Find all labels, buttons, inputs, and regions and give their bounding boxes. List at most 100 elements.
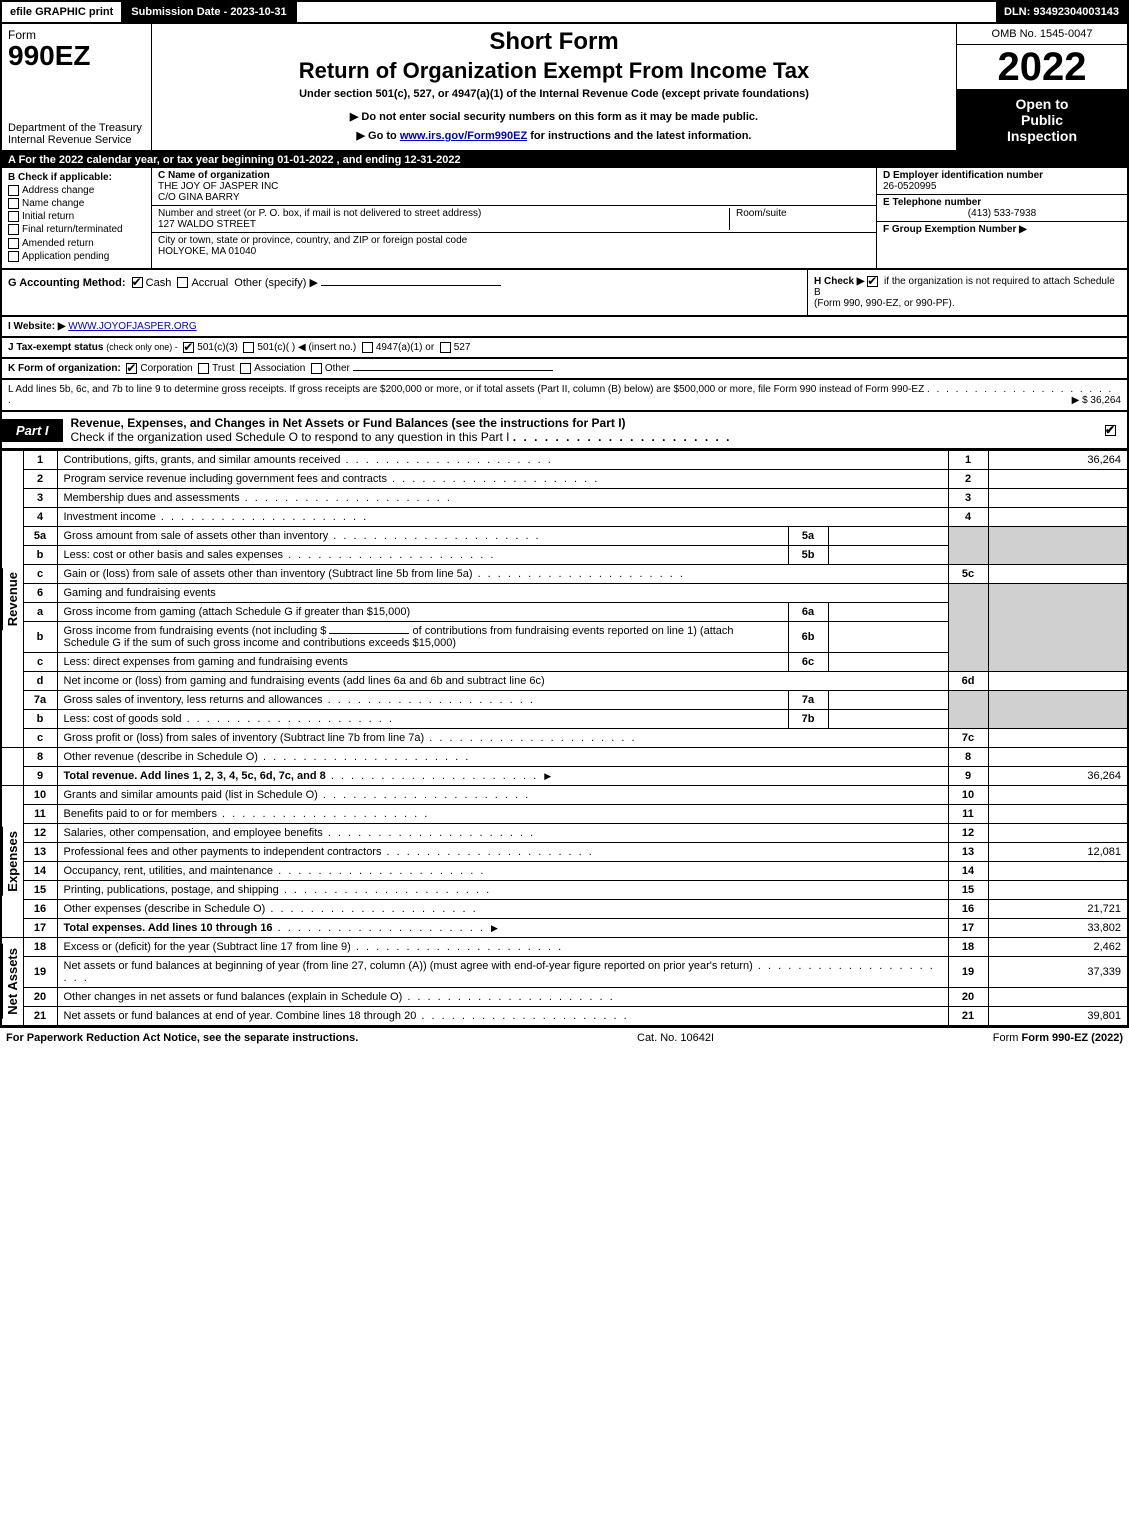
line-7b-text: Less: cost of goods sold bbox=[64, 713, 182, 725]
header-right: OMB No. 1545-0047 2022 Open to Public In… bbox=[957, 24, 1127, 150]
line-13-num: 13 bbox=[23, 843, 57, 862]
chk-corporation[interactable] bbox=[126, 363, 137, 374]
other-specify-line[interactable] bbox=[321, 285, 501, 286]
chk-trust[interactable] bbox=[198, 363, 209, 374]
open-to-public: Open to Public Inspection bbox=[957, 90, 1127, 150]
line-15-val bbox=[988, 881, 1128, 900]
section-b-title: B Check if applicable: bbox=[8, 172, 145, 183]
opt-address-change: Address change bbox=[22, 185, 94, 196]
section-k: K Form of organization: Corporation Trus… bbox=[0, 359, 1129, 380]
dept-label: Department of the Treasury Internal Reve… bbox=[8, 122, 145, 146]
chk-initial-return[interactable]: Initial return bbox=[8, 211, 145, 222]
line-20-val bbox=[988, 988, 1128, 1007]
opt-name-change: Name change bbox=[22, 198, 84, 209]
line-7a-num: 7a bbox=[23, 691, 57, 710]
irs-link[interactable]: www.irs.gov/Form990EZ bbox=[400, 130, 527, 142]
chk-name-change[interactable]: Name change bbox=[8, 198, 145, 209]
line-8-num: 8 bbox=[23, 748, 57, 767]
inspect-line3: Inspection bbox=[961, 128, 1123, 144]
line-21-ln: 21 bbox=[948, 1007, 988, 1027]
line-6a-subval bbox=[828, 603, 948, 622]
opt-4947: 4947(a)(1) or bbox=[376, 342, 434, 353]
line-11-text: Benefits paid to or for members bbox=[64, 808, 217, 820]
topbar-spacer bbox=[297, 2, 996, 22]
part-1-check bbox=[1097, 424, 1127, 436]
line-5a-text: Gross amount from sale of assets other t… bbox=[64, 530, 329, 542]
omb-number: OMB No. 1545-0047 bbox=[957, 24, 1127, 45]
chk-schedule-o[interactable] bbox=[1105, 425, 1116, 436]
line-15-ln: 15 bbox=[948, 881, 988, 900]
line-12-val bbox=[988, 824, 1128, 843]
dots-9 bbox=[326, 770, 538, 782]
side-rev-cont bbox=[1, 748, 23, 786]
org-name-1: THE JOY OF JASPER INC bbox=[158, 181, 278, 192]
part-1-subtitle: Check if the organization used Schedule … bbox=[71, 430, 510, 444]
line-3-ln: 3 bbox=[948, 489, 988, 508]
line-14-val bbox=[988, 862, 1128, 881]
line-6-num: 6 bbox=[23, 584, 57, 603]
line-7a-subval bbox=[828, 691, 948, 710]
line-6b-num: b bbox=[23, 622, 57, 653]
line-5ab-gray bbox=[948, 527, 988, 565]
line-4-num: 4 bbox=[23, 508, 57, 527]
dln-label: DLN: 93492304003143 bbox=[996, 2, 1127, 22]
dots-3 bbox=[240, 492, 452, 504]
line-1-num: 1 bbox=[23, 451, 57, 470]
line-6b-text1: Gross income from fundraising events (no… bbox=[64, 625, 327, 637]
line-14: 14 Occupancy, rent, utilities, and maint… bbox=[1, 862, 1128, 881]
chk-address-change[interactable]: Address change bbox=[8, 185, 145, 196]
line-6d-text: Net income or (loss) from gaming and fun… bbox=[64, 675, 545, 687]
inspect-line1: Open to bbox=[961, 96, 1123, 112]
line-6c-num: c bbox=[23, 653, 57, 672]
section-g: G Accounting Method: Cash Accrual Other … bbox=[2, 270, 807, 315]
goto-pre: ▶ Go to bbox=[357, 130, 400, 142]
line-16-val: 21,721 bbox=[988, 900, 1128, 919]
line-18-ln: 18 bbox=[948, 938, 988, 957]
line-5a-sub: 5a bbox=[788, 527, 828, 546]
ssn-warning: ▶ Do not enter social security numbers o… bbox=[160, 110, 948, 123]
chk-527[interactable] bbox=[440, 342, 451, 353]
chk-501c3[interactable] bbox=[183, 342, 194, 353]
line-20-ln: 20 bbox=[948, 988, 988, 1007]
line-3: 3 Membership dues and assessments 3 bbox=[1, 489, 1128, 508]
line-6d-val bbox=[988, 672, 1128, 691]
opt-amended-return: Amended return bbox=[22, 238, 94, 249]
line-5b-num: b bbox=[23, 546, 57, 565]
phone-value: (413) 533-7938 bbox=[883, 208, 1121, 219]
street-label: Number and street (or P. O. box, if mail… bbox=[158, 208, 481, 219]
line-13-ln: 13 bbox=[948, 843, 988, 862]
return-title: Return of Organization Exempt From Incom… bbox=[160, 58, 948, 84]
opt-corporation: Corporation bbox=[140, 363, 192, 374]
chk-4947[interactable] bbox=[362, 342, 373, 353]
line-18-val: 2,462 bbox=[988, 938, 1128, 957]
line-16-ln: 16 bbox=[948, 900, 988, 919]
opt-501c3: 501(c)(3) bbox=[197, 342, 238, 353]
chk-cash[interactable] bbox=[132, 277, 143, 288]
line-11: 11 Benefits paid to or for members 11 bbox=[1, 805, 1128, 824]
line-6b-blank[interactable] bbox=[329, 633, 409, 634]
line-6c-text: Less: direct expenses from gaming and fu… bbox=[64, 656, 348, 668]
chk-application-pending[interactable]: Application pending bbox=[8, 251, 145, 262]
line-16: 16 Other expenses (describe in Schedule … bbox=[1, 900, 1128, 919]
opt-527: 527 bbox=[454, 342, 471, 353]
chk-association[interactable] bbox=[240, 363, 251, 374]
chk-accrual[interactable] bbox=[177, 277, 188, 288]
chk-schedule-b[interactable] bbox=[867, 276, 878, 287]
line-13: 13 Professional fees and other payments … bbox=[1, 843, 1128, 862]
arrow-17 bbox=[488, 922, 501, 934]
chk-501c[interactable] bbox=[243, 342, 254, 353]
chk-final-return[interactable]: Final return/terminated bbox=[8, 224, 145, 235]
section-b: B Check if applicable: Address change Na… bbox=[2, 168, 152, 268]
line-12-text: Salaries, other compensation, and employ… bbox=[64, 827, 323, 839]
efile-label[interactable]: efile GRAPHIC print bbox=[2, 2, 123, 22]
line-9: 9 Total revenue. Add lines 1, 2, 3, 4, 5… bbox=[1, 767, 1128, 786]
chk-amended-return[interactable]: Amended return bbox=[8, 238, 145, 249]
line-14-num: 14 bbox=[23, 862, 57, 881]
website-link[interactable]: WWW.JOYOFJASPER.ORG bbox=[68, 321, 196, 332]
chk-other-org[interactable] bbox=[311, 363, 322, 374]
website-label: I Website: ▶ bbox=[8, 321, 66, 332]
other-org-line[interactable] bbox=[353, 370, 553, 371]
line-8-val bbox=[988, 748, 1128, 767]
line-10: Expenses 10 Grants and similar amounts p… bbox=[1, 786, 1128, 805]
line-7a-text: Gross sales of inventory, less returns a… bbox=[64, 694, 323, 706]
